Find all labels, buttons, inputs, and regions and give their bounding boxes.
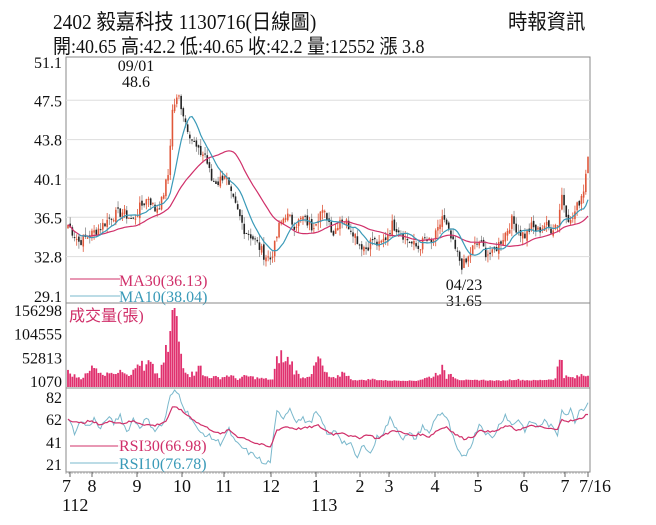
x-tick-label: 2 xyxy=(356,476,365,496)
price-pane: 51.1 47.5 43.8 40.1 36.5 32.8 29.1 MA30(36.13)… xyxy=(34,55,591,310)
x-tick-year-label: 113 xyxy=(311,495,337,515)
data-source-label: 時報資訊 xyxy=(508,10,586,34)
volume-bars xyxy=(67,308,589,387)
x-tick-label: 4 xyxy=(431,476,440,496)
rsi30-line xyxy=(67,406,588,448)
ma10-legend: MA10(38.04) xyxy=(119,289,207,306)
ma10-line xyxy=(78,115,589,256)
price-y-tick: 47.5 xyxy=(34,93,62,110)
x-tick-label: 10 xyxy=(173,476,191,496)
x-tick-label: 8 xyxy=(88,476,97,496)
price-y-tick: 51.1 xyxy=(34,55,62,72)
rsi10-legend: RSI10(76.78) xyxy=(119,456,207,473)
high-value-annotation: 48.6 xyxy=(122,74,150,91)
rsi-pane: 82 62 41 21 RSI30(66.98) RSI10(76.78) xyxy=(46,387,591,474)
x-tick-label: 5 xyxy=(474,476,483,496)
volume-pane: 156298 104555 52813 1070 成交量(張) xyxy=(14,302,591,391)
volume-y-tick: 156298 xyxy=(14,303,62,320)
rsi10-line xyxy=(67,389,589,465)
volume-label: 成交量(張) xyxy=(69,307,144,325)
x-tick-label: 1 xyxy=(312,476,321,496)
rsi-y-tick: 41 xyxy=(46,435,62,452)
ma30-line xyxy=(67,150,589,248)
price-y-tick: 36.5 xyxy=(34,210,62,227)
volume-y-tick: 52813 xyxy=(22,350,62,367)
x-tick-label: 7/16 xyxy=(579,476,611,496)
price-y-tick: 32.8 xyxy=(34,250,62,267)
rsi-y-tick: 62 xyxy=(46,412,62,429)
low-value-annotation: 31.65 xyxy=(446,293,482,310)
price-y-tick: 29.1 xyxy=(34,289,62,306)
rsi30-legend: RSI30(66.98) xyxy=(119,438,207,455)
x-tick-label: 7 xyxy=(561,476,570,496)
volume-y-tick: 104555 xyxy=(14,327,62,344)
ma30-legend: MA30(36.13) xyxy=(119,273,207,290)
chart-title: 2402 毅嘉科技 1130716(日線圖) xyxy=(53,10,317,34)
x-tick-label: 9 xyxy=(133,476,142,496)
volume-y-tick: 1070 xyxy=(30,374,62,391)
price-y-tick: 43.8 xyxy=(34,133,62,150)
x-tick-label: 12 xyxy=(262,476,280,496)
rsi-y-tick: 21 xyxy=(46,457,62,474)
rsi-y-tick: 82 xyxy=(46,390,62,407)
x-tick-label: 6 xyxy=(520,476,529,496)
ohlc-summary: 開:40.65 高:42.2 低:40.65 收:42.2 量:12552 漲 … xyxy=(53,36,425,58)
low-date-annotation: 04/23 xyxy=(446,277,482,294)
candlestick-series xyxy=(67,94,589,275)
price-y-tick: 40.1 xyxy=(34,172,62,189)
x-tick-label: 7 xyxy=(62,476,71,496)
x-tick-label: 11 xyxy=(215,476,232,496)
high-date-annotation: 09/01 xyxy=(118,58,154,75)
x-tick-label: 3 xyxy=(385,476,394,496)
x-tick-year-label: 112 xyxy=(62,495,88,515)
